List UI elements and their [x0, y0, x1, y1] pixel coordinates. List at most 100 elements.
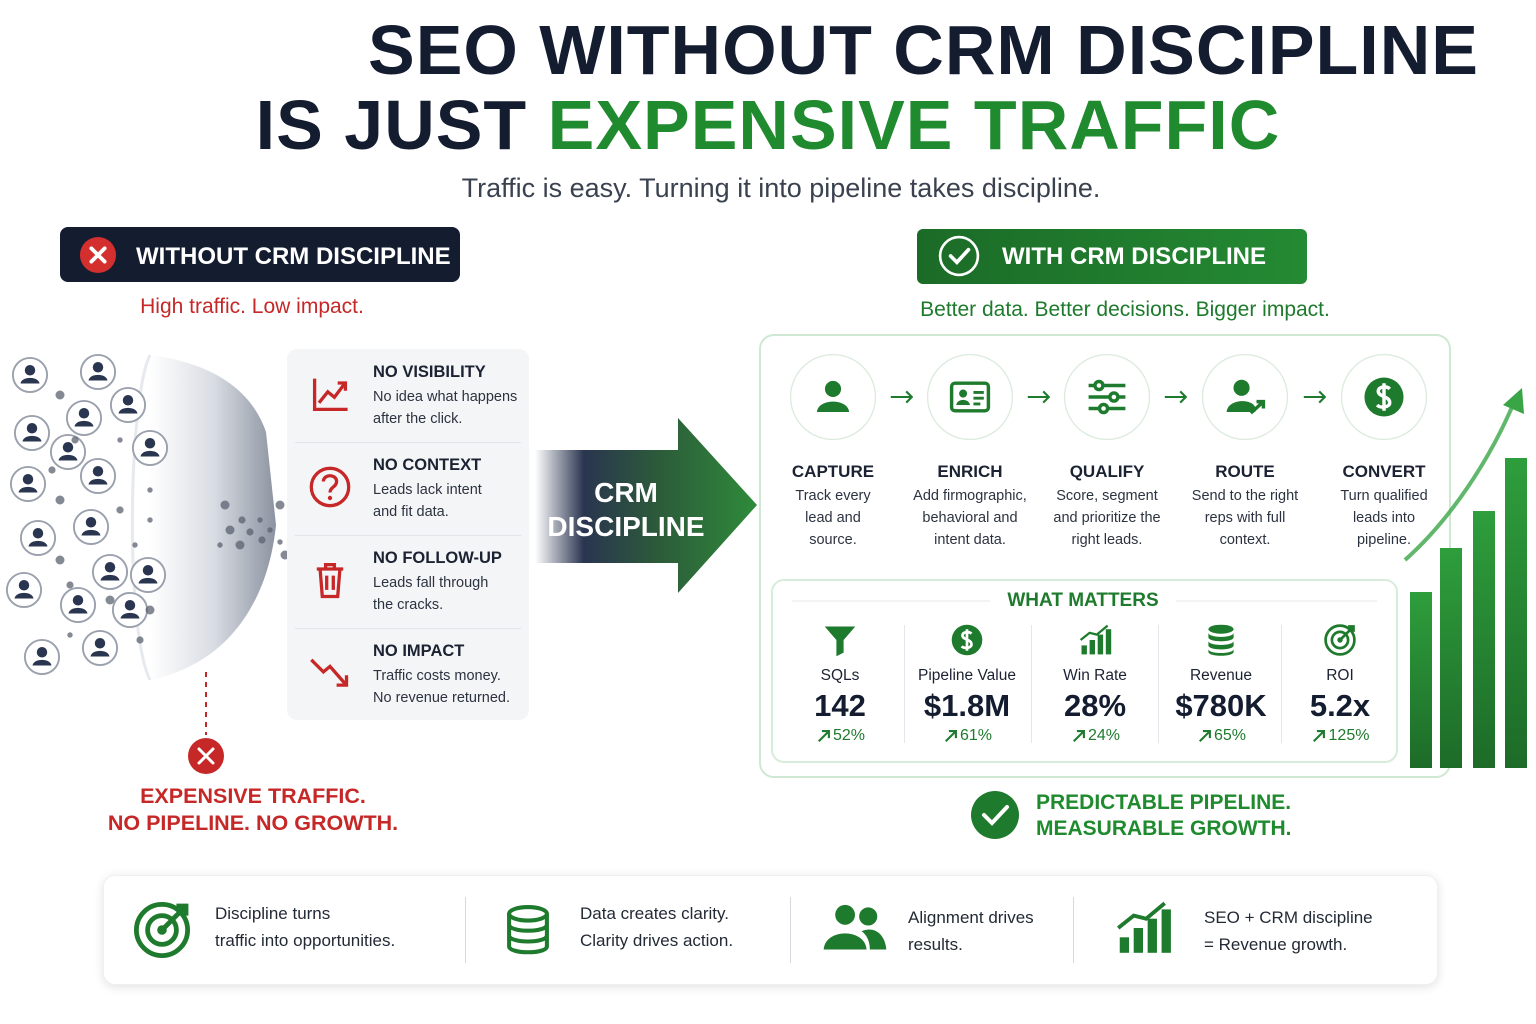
- metric-label: ROI: [1326, 666, 1354, 684]
- step-icon: [949, 381, 991, 413]
- icon-part: [267, 527, 273, 533]
- step-title: CAPTURE: [791, 461, 875, 481]
- problem-text: Leads lack intent: [373, 482, 482, 499]
- icon-part: [122, 395, 134, 406]
- icon-part: [1201, 353, 1289, 441]
- visitor-icon: [49, 433, 87, 471]
- with-badge: [917, 229, 1307, 284]
- footer-text: = Revenue growth.: [1204, 934, 1348, 954]
- icon-part: [72, 595, 84, 606]
- icon-part: [973, 390, 984, 406]
- footer-icon: [507, 905, 549, 955]
- icon-part: [48, 466, 56, 474]
- icon-part: [92, 362, 104, 373]
- icon-part: [1089, 640, 1095, 655]
- particle: [246, 528, 254, 536]
- icon-part: [94, 638, 106, 649]
- icon-part: [55, 390, 65, 400]
- footer-icon: [823, 904, 887, 950]
- icon-part: [92, 466, 104, 477]
- metric-value: 5.2x: [1309, 688, 1371, 724]
- step-arrow: [890, 390, 913, 404]
- icon-part: [116, 506, 124, 514]
- footer-text: results.: [908, 934, 963, 954]
- problem-icon: [310, 658, 349, 687]
- icon-part: [948, 247, 971, 265]
- icon-part: [890, 390, 913, 404]
- icon-part: [1324, 624, 1356, 656]
- title-line: IS JUST EXPENSIVE TRAFFIC: [0, 83, 1536, 167]
- divider: [1158, 625, 1159, 743]
- icon-part: [89, 246, 107, 264]
- problem-text: No revenue returned.: [373, 689, 511, 706]
- icon-part: [1116, 901, 1166, 930]
- metric-icon: [1208, 624, 1234, 656]
- metric-change: 125%: [1328, 727, 1370, 745]
- icon-part: [944, 730, 957, 742]
- icon-part: [55, 555, 65, 565]
- icon-part: [124, 600, 136, 611]
- icon-part: [982, 805, 1009, 826]
- particle: [277, 539, 283, 545]
- metric-label: SQLs: [820, 666, 860, 684]
- particle: [71, 436, 79, 444]
- x-icon: [79, 236, 117, 274]
- tagline: Better data. Better decisions. Bigger im…: [920, 298, 1330, 322]
- icon-part: [217, 542, 223, 548]
- icon-part: [1503, 388, 1524, 414]
- particle: [275, 500, 285, 510]
- title-part: EXPENSIVE TRAFFIC: [547, 86, 1281, 164]
- particle: [257, 517, 263, 523]
- step-text: Score, segment: [1056, 488, 1158, 505]
- icon-part: [225, 525, 235, 535]
- icon-part: [277, 539, 283, 545]
- particle: [238, 516, 246, 524]
- divider: [1073, 897, 1074, 963]
- icon-part: [1097, 634, 1104, 655]
- icon-part: [1410, 592, 1432, 768]
- visitor-icon: [72, 508, 110, 546]
- step-text: pipeline.: [1356, 532, 1411, 549]
- particle: [105, 595, 115, 605]
- icon-part: [132, 542, 138, 548]
- problem-title: NO FOLLOW-UP: [373, 549, 502, 568]
- title-part: IS JUST: [255, 86, 528, 164]
- step-title: ENRICH: [937, 461, 1003, 481]
- icon-part: [85, 517, 97, 528]
- icon-part: [197, 747, 215, 765]
- metric-change: 24%: [1087, 727, 1121, 745]
- particle: [48, 466, 56, 474]
- step-circle: [926, 353, 1014, 441]
- icon-part: [66, 581, 74, 589]
- icon-part: [1072, 730, 1085, 742]
- particle: [217, 542, 223, 548]
- problem-title: NO IMPACT: [373, 642, 465, 661]
- visitor-icon: [59, 586, 97, 624]
- step-icon: [816, 380, 850, 412]
- icon-part: [22, 474, 34, 485]
- icon-part: [14, 592, 34, 599]
- divider: [295, 628, 521, 629]
- icon-part: [859, 907, 878, 926]
- metric-label: Pipeline Value: [918, 666, 1016, 684]
- metric-value: 142: [814, 688, 866, 724]
- particle: [136, 636, 144, 644]
- problem-text: No idea what happens: [373, 389, 518, 406]
- particle: [145, 605, 155, 615]
- step-circle: [1201, 353, 1289, 441]
- step-icon: [1226, 379, 1266, 415]
- icon-part: [88, 478, 108, 485]
- icon-part: [309, 466, 351, 508]
- visitor-icon: [79, 353, 117, 391]
- icon-part: [32, 659, 52, 666]
- footer-icon: [134, 902, 190, 958]
- icon-part: [58, 454, 78, 461]
- icon-part: [1093, 379, 1105, 392]
- icon-part: [145, 605, 155, 615]
- footer-text: Data creates clarity.: [580, 903, 729, 923]
- icon-part: [1027, 390, 1050, 404]
- icon-part: [28, 540, 48, 547]
- visitor-icon: [111, 591, 149, 629]
- icon-part: [1161, 909, 1171, 953]
